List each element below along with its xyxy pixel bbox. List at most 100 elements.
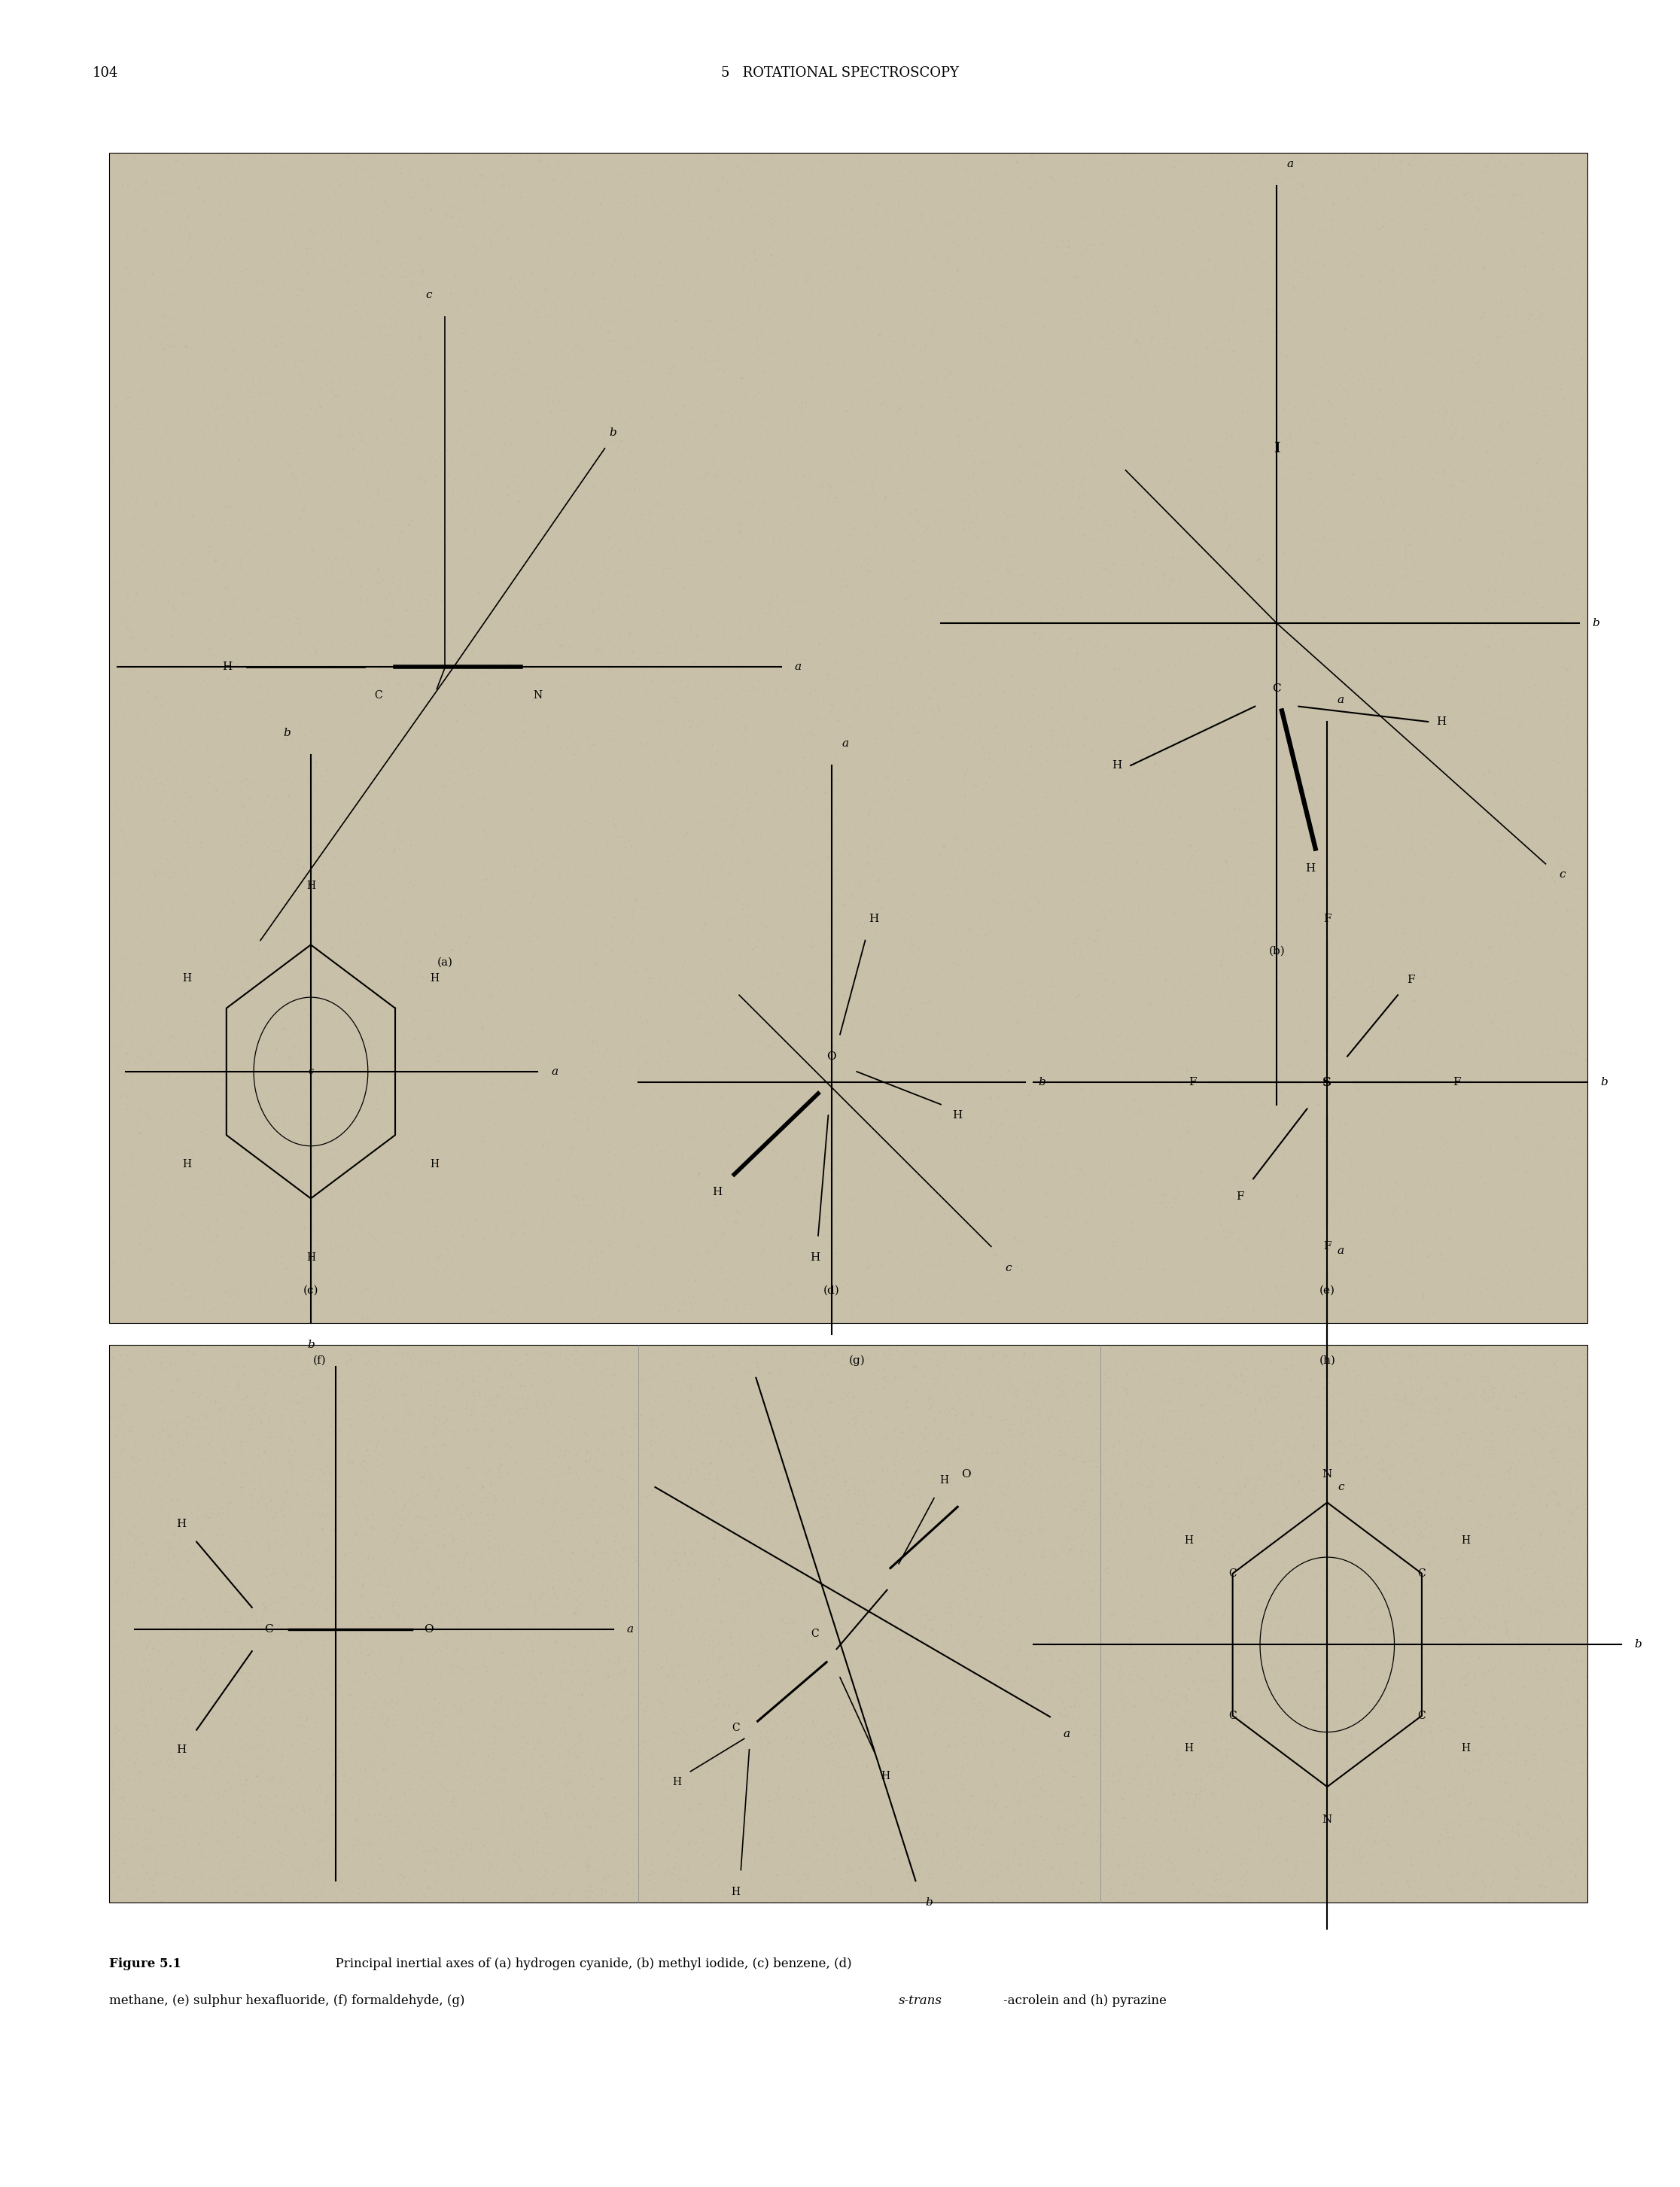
Point <box>1191 1223 1218 1258</box>
Point <box>1013 1732 1040 1767</box>
Point <box>726 1671 753 1706</box>
Point <box>521 752 548 787</box>
Point <box>193 1380 220 1415</box>
Point <box>902 1371 929 1406</box>
Point <box>326 1358 353 1393</box>
Point <box>753 1879 780 1914</box>
Point <box>1536 1041 1562 1076</box>
Point <box>454 1586 480 1621</box>
Point <box>1021 1680 1048 1715</box>
Point <box>734 709 761 744</box>
Point <box>516 1721 543 1756</box>
Point <box>422 1415 449 1450</box>
Point <box>1079 521 1105 555</box>
Point <box>526 1391 553 1426</box>
Point <box>926 173 953 208</box>
Point <box>1492 1771 1519 1806</box>
Point <box>1215 1638 1242 1673</box>
Point <box>1351 1233 1378 1268</box>
Point <box>1527 1393 1554 1428</box>
Point <box>459 1397 486 1432</box>
Point <box>1329 258 1356 293</box>
Point <box>1465 1459 1492 1494</box>
Point <box>1320 980 1347 1015</box>
Point <box>388 1800 415 1835</box>
Point <box>595 1590 622 1625</box>
Point <box>1302 1662 1329 1697</box>
Point <box>1220 1461 1247 1496</box>
Point <box>1305 1638 1332 1673</box>
Point <box>1569 910 1596 945</box>
Point <box>773 184 800 219</box>
Point <box>870 282 897 317</box>
Point <box>1300 451 1327 486</box>
Point <box>210 702 237 737</box>
Point <box>438 1242 465 1277</box>
Point <box>576 1013 603 1048</box>
Point <box>1510 1527 1537 1562</box>
Point <box>1168 199 1194 234</box>
Point <box>447 1240 474 1275</box>
Point <box>1300 971 1327 1006</box>
Point <box>378 1251 405 1286</box>
Point <box>1547 1866 1574 1901</box>
Point <box>1030 1684 1057 1719</box>
Point <box>820 660 847 695</box>
Point <box>469 413 496 448</box>
Point <box>391 903 418 938</box>
Point <box>1089 717 1116 752</box>
Point <box>796 1509 823 1544</box>
Point <box>904 492 931 527</box>
Point <box>321 1824 348 1859</box>
Point <box>522 1662 549 1697</box>
Point <box>312 774 339 809</box>
Point <box>1201 1338 1228 1373</box>
Point <box>97 1857 124 1892</box>
Point <box>1420 650 1446 685</box>
Point <box>144 190 171 225</box>
Point <box>1095 1144 1122 1179</box>
Point <box>104 650 131 685</box>
Point <box>218 1163 245 1198</box>
Point <box>1188 252 1215 286</box>
Point <box>880 1548 907 1583</box>
Point <box>1121 230 1147 265</box>
Point <box>501 499 528 534</box>
Point <box>729 870 756 905</box>
Point <box>904 932 931 967</box>
Point <box>223 1712 250 1747</box>
Point <box>1460 755 1487 790</box>
Point <box>711 1813 738 1848</box>
Point <box>914 645 941 680</box>
Point <box>534 151 561 186</box>
Point <box>192 1089 218 1124</box>
Point <box>1490 1822 1517 1857</box>
Point <box>546 1796 573 1831</box>
Point <box>712 1527 739 1562</box>
Point <box>430 1404 457 1439</box>
Point <box>1418 422 1445 457</box>
Point <box>951 1338 978 1373</box>
Point <box>255 601 282 636</box>
Point <box>877 1376 904 1411</box>
Point <box>391 214 418 249</box>
Point <box>247 1301 274 1336</box>
Point <box>517 643 544 678</box>
Point <box>1352 1627 1379 1662</box>
Point <box>491 1481 517 1516</box>
Point <box>1173 1384 1200 1419</box>
Point <box>820 1094 847 1128</box>
Point <box>1210 940 1236 975</box>
Point <box>1203 490 1230 525</box>
Point <box>1205 1365 1231 1400</box>
Point <box>1470 1610 1497 1645</box>
Point <box>684 1855 711 1890</box>
Point <box>1186 1533 1213 1568</box>
Point <box>1488 1691 1515 1726</box>
Point <box>512 558 539 593</box>
Point <box>1403 470 1430 505</box>
Point <box>108 1338 134 1373</box>
Point <box>354 1028 381 1063</box>
Point <box>1515 1791 1542 1826</box>
Point <box>383 1798 410 1833</box>
